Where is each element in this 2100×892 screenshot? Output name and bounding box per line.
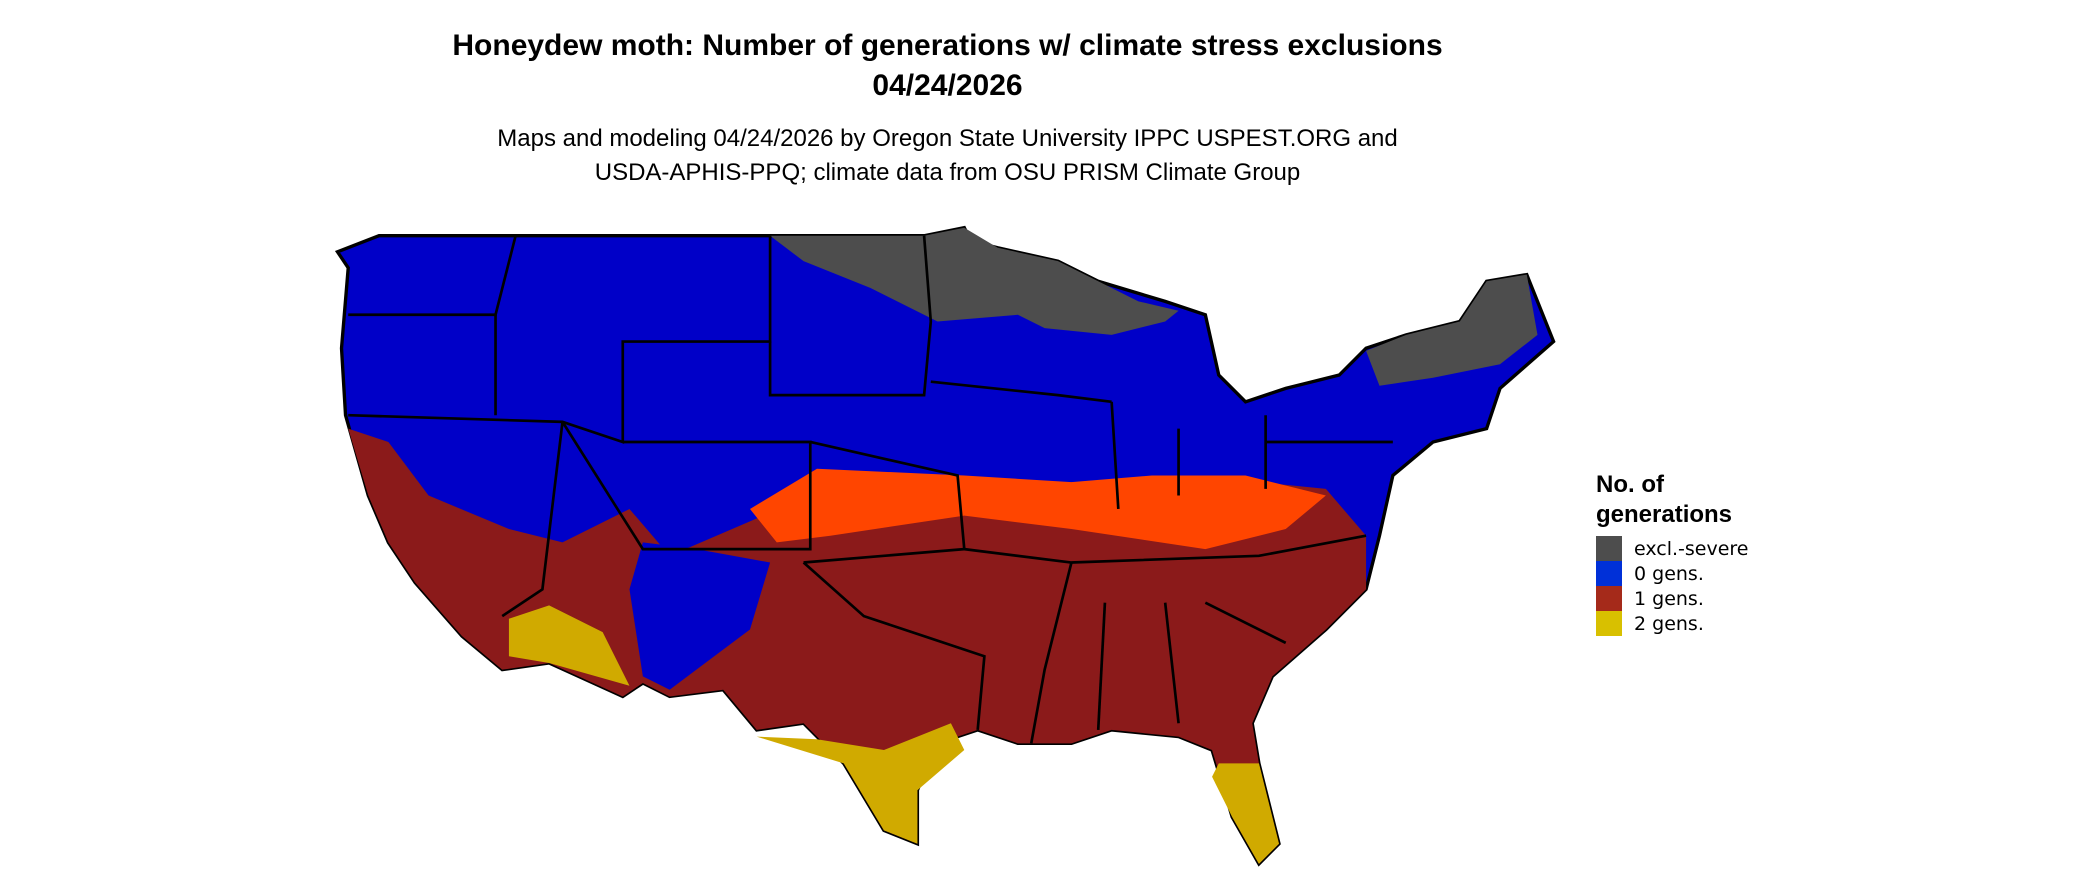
excl-severe-region-maine	[1366, 274, 1538, 386]
subtitle-line2: USDA-APHIS-PPQ; climate data from OSU PR…	[594, 159, 1301, 186]
one-gen-region	[348, 428, 1367, 864]
two-gens-region-arizona	[508, 605, 630, 686]
subtitle-line1: Maps and modeling 04/24/2026 by Oregon S…	[497, 125, 1398, 152]
legend-item: excl.-severe	[1596, 536, 1749, 561]
legend-title-line2: generations	[1596, 501, 1733, 528]
two-gens-region-texas	[756, 723, 965, 844]
map-subtitle: Maps and modeling 04/24/2026 by Oregon S…	[0, 122, 1895, 190]
excl-severe-region-north	[770, 227, 1179, 335]
legend: No. of generations excl.-severe 0 gens. 1 …	[1596, 470, 1749, 636]
state-borders	[348, 235, 1393, 744]
legend-swatch	[1596, 611, 1622, 636]
legend-swatch	[1596, 586, 1622, 611]
title-date: 04/24/2026	[872, 69, 1023, 102]
legend-title-line1: No. of	[1596, 471, 1664, 498]
legend-label: 1 gens.	[1634, 587, 1704, 610]
transition-band	[750, 468, 1326, 550]
legend-label: 2 gens.	[1634, 612, 1704, 635]
legend-swatch	[1596, 561, 1622, 586]
legend-label: 0 gens.	[1634, 562, 1704, 585]
legend-swatch	[1596, 536, 1622, 561]
two-gens-region-florida	[1212, 763, 1280, 864]
map-title: Honeydew moth: Number of generations w/ …	[0, 26, 1895, 106]
title-line1: Honeydew moth: Number of generations w/ …	[452, 29, 1443, 62]
legend-item: 0 gens.	[1596, 561, 1749, 586]
legend-item: 2 gens.	[1596, 611, 1749, 636]
legend-item: 1 gens.	[1596, 586, 1749, 611]
legend-label: excl.-severe	[1634, 537, 1749, 560]
zero-gens-region-southwest	[629, 542, 771, 690]
